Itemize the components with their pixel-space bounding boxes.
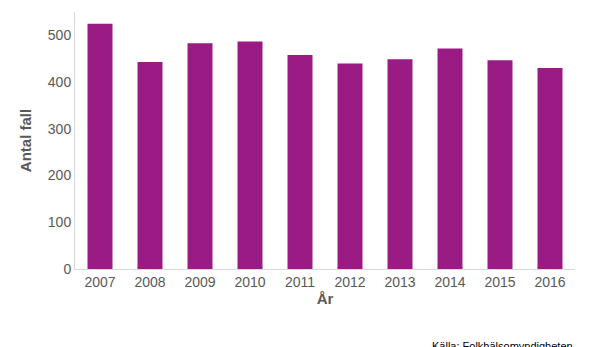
- svg-text:2011: 2011: [285, 274, 315, 290]
- svg-text:2008: 2008: [134, 274, 165, 290]
- svg-text:200: 200: [48, 167, 72, 183]
- svg-text:2012: 2012: [334, 274, 365, 290]
- svg-text:400: 400: [48, 74, 72, 90]
- svg-text:2007: 2007: [84, 274, 115, 290]
- svg-text:2010: 2010: [234, 274, 265, 290]
- svg-text:500: 500: [48, 27, 72, 43]
- svg-text:Källa: Folkhälsomyndigheten: Källa: Folkhälsomyndigheten: [432, 340, 573, 347]
- svg-text:0: 0: [63, 261, 71, 277]
- svg-text:År: År: [317, 290, 334, 307]
- svg-text:2014: 2014: [434, 274, 465, 290]
- svg-text:2013: 2013: [384, 274, 415, 290]
- svg-text:300: 300: [48, 121, 72, 137]
- svg-text:2016: 2016: [534, 274, 565, 290]
- svg-text:2009: 2009: [184, 274, 215, 290]
- svg-text:2015: 2015: [484, 274, 515, 290]
- svg-text:100: 100: [48, 214, 72, 230]
- svg-text:Antal fall: Antal fall: [17, 109, 34, 172]
